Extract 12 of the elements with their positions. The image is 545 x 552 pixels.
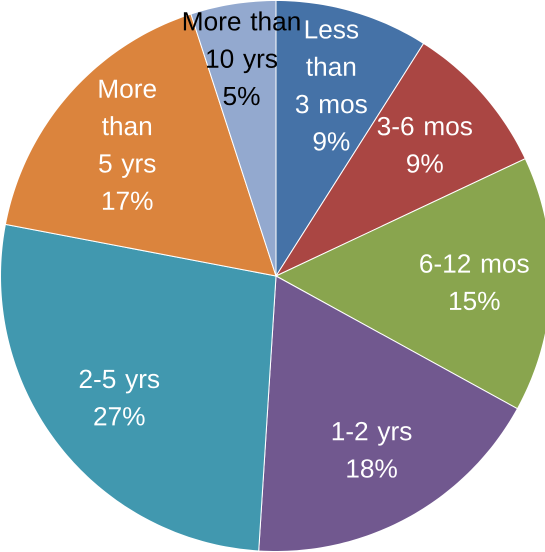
data-label: 9% [313,132,350,151]
data-label: 17% [102,192,152,210]
data-label: 15% [450,292,500,310]
data-label: 5% [223,86,260,106]
data-label: 27% [94,407,144,426]
slice-label: 2-5 yrs [80,370,159,394]
data-label: 18% [347,459,397,478]
slice-label: 1-2 yrs [332,422,412,446]
slice-label: More than 5 yrs [98,80,156,178]
data-label: 9% [406,154,443,173]
slice-label: 3-6 mos [377,116,472,136]
slice-label: 6-12 mos [420,254,528,273]
